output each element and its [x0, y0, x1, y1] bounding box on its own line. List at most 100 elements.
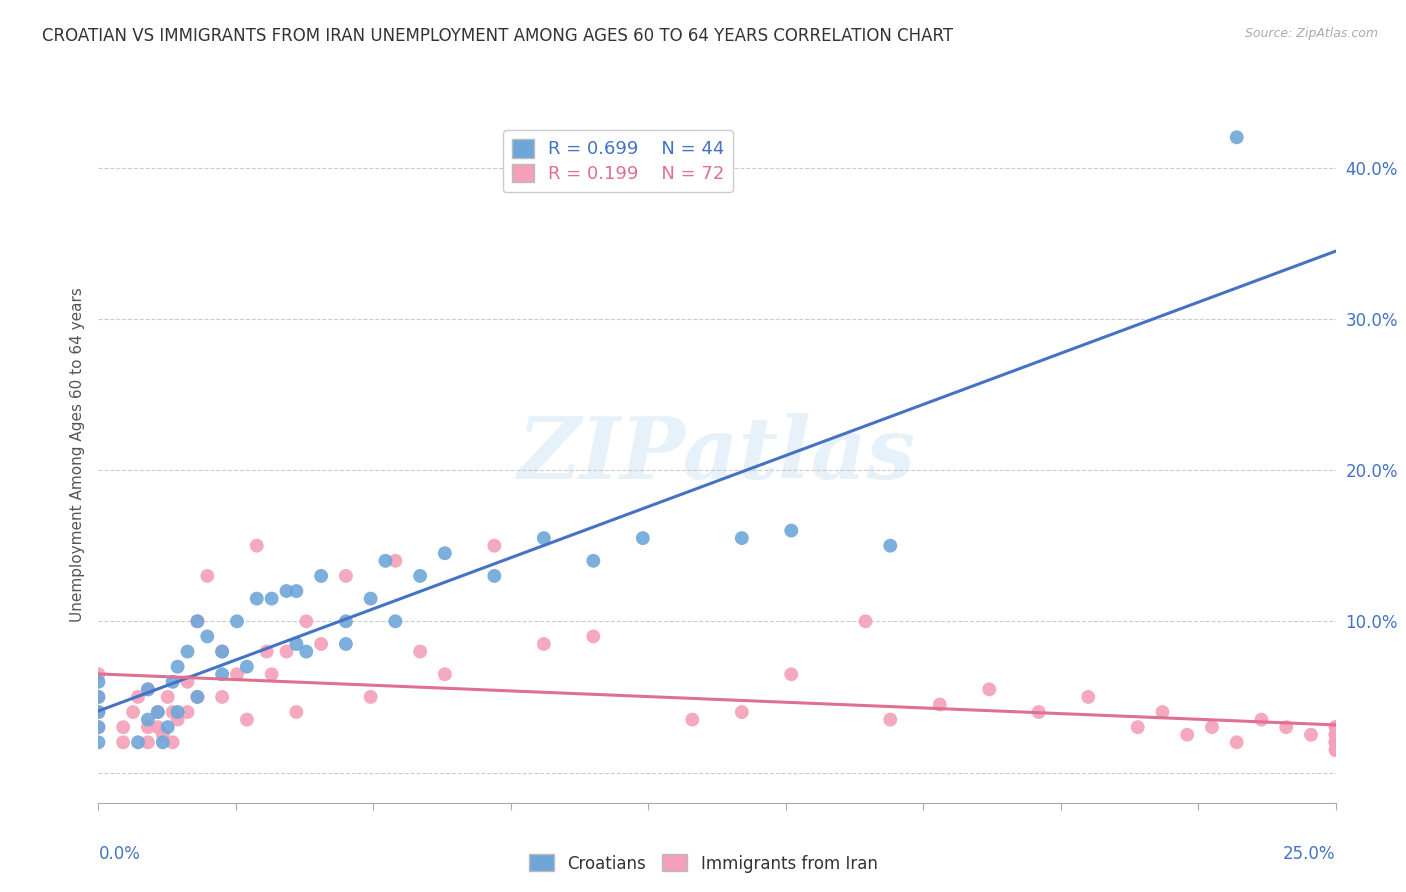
Point [211, 667, 233, 681]
Point [176, 644, 198, 658]
Point [186, 615, 208, 629]
Point [1126, 720, 1149, 734]
Point [186, 690, 208, 704]
Point [1250, 713, 1272, 727]
Point [879, 539, 901, 553]
Point [152, 735, 174, 749]
Point [285, 637, 308, 651]
Point [166, 713, 188, 727]
Point [309, 637, 332, 651]
Point [256, 644, 278, 658]
Point [384, 615, 406, 629]
Point [1028, 705, 1050, 719]
Point [260, 667, 283, 681]
Point [780, 524, 803, 538]
Point [260, 591, 283, 606]
Point [127, 690, 149, 704]
Point [360, 591, 382, 606]
Point [409, 644, 432, 658]
Point [731, 531, 754, 545]
Point [374, 554, 396, 568]
Point [1324, 735, 1347, 749]
Point [731, 705, 754, 719]
Point [211, 644, 233, 658]
Point [1077, 690, 1099, 704]
Point [246, 539, 269, 553]
Point [533, 531, 555, 545]
Text: CROATIAN VS IMMIGRANTS FROM IRAN UNEMPLOYMENT AMONG AGES 60 TO 64 YEARS CORRELAT: CROATIAN VS IMMIGRANTS FROM IRAN UNEMPLO… [42, 27, 953, 45]
Point [112, 735, 135, 749]
Point [236, 713, 259, 727]
Point [87, 735, 110, 749]
Point [484, 569, 506, 583]
Point [1324, 735, 1347, 749]
Point [146, 705, 169, 719]
Point [360, 690, 382, 704]
Point [236, 659, 259, 673]
Point [433, 546, 456, 560]
Point [384, 554, 406, 568]
Point [246, 591, 269, 606]
Point [166, 705, 188, 719]
Point [879, 713, 901, 727]
Point [335, 615, 357, 629]
Point [1324, 728, 1347, 742]
Point [1152, 705, 1174, 719]
Point [1226, 735, 1249, 749]
Point [409, 569, 432, 583]
Point [211, 690, 233, 704]
Legend: Croatians, Immigrants from Iran: Croatians, Immigrants from Iran [522, 847, 884, 880]
Point [211, 644, 233, 658]
Point [855, 615, 877, 629]
Point [87, 667, 110, 681]
Point [533, 637, 555, 651]
Point [87, 705, 110, 719]
Point [979, 682, 1001, 697]
Point [582, 629, 605, 643]
Text: 25.0%: 25.0% [1284, 845, 1336, 863]
Point [1324, 728, 1347, 742]
Point [87, 720, 110, 734]
Point [176, 705, 198, 719]
Point [309, 569, 332, 583]
Point [166, 659, 188, 673]
Point [112, 720, 135, 734]
Point [295, 615, 318, 629]
Point [1324, 728, 1347, 742]
Point [87, 690, 110, 704]
Point [122, 705, 145, 719]
Point [146, 705, 169, 719]
Point [335, 637, 357, 651]
Point [136, 682, 159, 697]
Point [1324, 728, 1347, 742]
Point [1324, 743, 1347, 757]
Point [136, 713, 159, 727]
Point [87, 705, 110, 719]
Point [1299, 728, 1322, 742]
Point [335, 569, 357, 583]
Point [87, 690, 110, 704]
Point [1275, 720, 1298, 734]
Point [136, 720, 159, 734]
Point [1324, 720, 1347, 734]
Point [186, 690, 208, 704]
Point [162, 735, 184, 749]
Point [582, 554, 605, 568]
Point [1324, 743, 1347, 757]
Point [127, 735, 149, 749]
Point [195, 569, 218, 583]
Text: Source: ZipAtlas.com: Source: ZipAtlas.com [1244, 27, 1378, 40]
Text: ZIPatlas: ZIPatlas [517, 413, 917, 497]
Legend: R = 0.699    N = 44, R = 0.199    N = 72: R = 0.699 N = 44, R = 0.199 N = 72 [503, 130, 734, 192]
Point [681, 713, 703, 727]
Point [295, 644, 318, 658]
Point [162, 705, 184, 719]
Point [195, 629, 218, 643]
Point [285, 584, 308, 599]
Point [87, 720, 110, 734]
Text: 0.0%: 0.0% [98, 845, 141, 863]
Point [631, 531, 654, 545]
Y-axis label: Unemployment Among Ages 60 to 64 years: Unemployment Among Ages 60 to 64 years [69, 287, 84, 623]
Point [156, 690, 179, 704]
Point [1201, 720, 1223, 734]
